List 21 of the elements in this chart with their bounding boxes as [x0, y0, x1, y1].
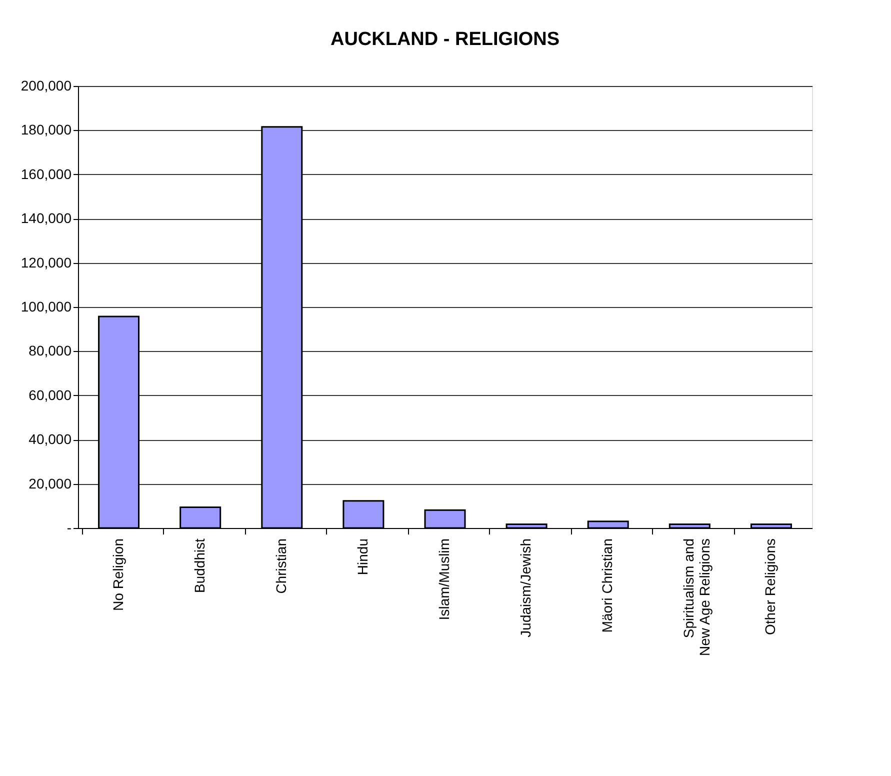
y-tick-label: 60,000: [28, 386, 72, 403]
y-tick-label: 200,000: [20, 78, 72, 94]
x-tick-label: Hindu: [354, 538, 370, 576]
y-tick-label: 100,000: [20, 298, 72, 314]
y-tick-label: 80,000: [28, 342, 72, 359]
x-tick-label: No Religion: [110, 538, 126, 611]
x-tick-label: Christian: [272, 538, 289, 594]
y-tick-label: 120,000: [20, 254, 72, 270]
y-tick-label: 140,000: [20, 210, 72, 226]
x-tick-label: Other Religions: [762, 538, 778, 635]
y-tick-label: -: [66, 520, 72, 536]
x-tick-label: Islam/Muslim: [436, 538, 452, 620]
x-tick-label: Judaism/Jewish: [518, 538, 534, 638]
y-tick-label: 40,000: [28, 431, 72, 448]
x-tick-label: Buddhist: [191, 538, 208, 593]
y-tick-label: 160,000: [20, 166, 72, 182]
y-tick-label: 20,000: [28, 475, 72, 492]
y-tick-label: 180,000: [20, 122, 72, 138]
chart-title: AUCKLAND - RELIGIONS: [330, 29, 560, 50]
x-tick-label: Mäori Christian: [599, 538, 616, 633]
x-tick-label: Spiritualism and New Age Religions: [680, 538, 713, 656]
